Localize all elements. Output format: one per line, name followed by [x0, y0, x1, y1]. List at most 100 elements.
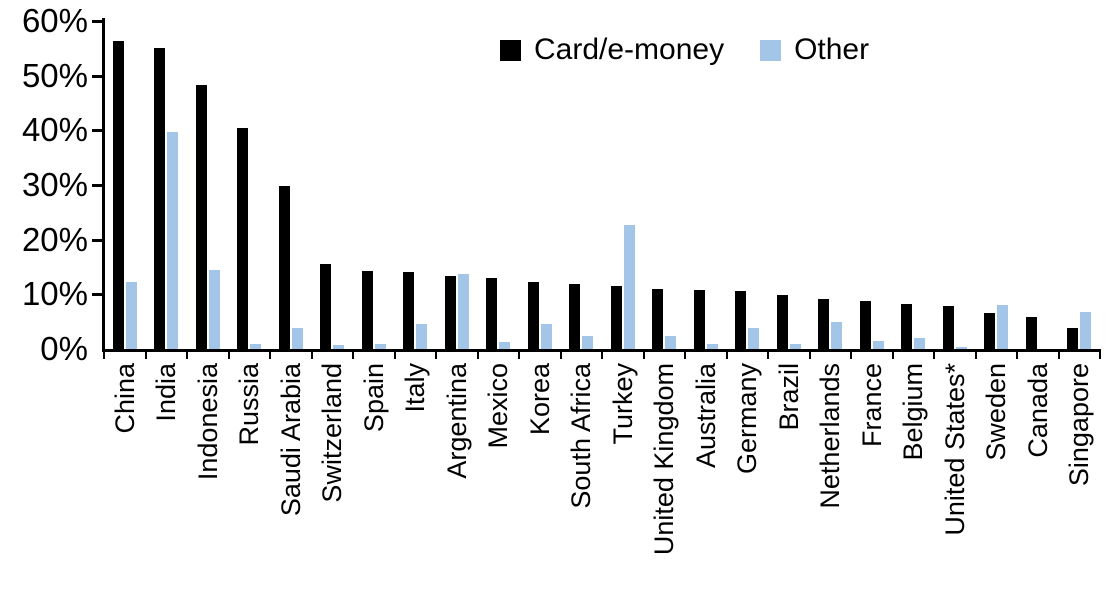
bar-other-india	[167, 132, 178, 349]
bar-card-e-money-south-africa	[569, 284, 580, 349]
x-axis-label-brazil: Brazil	[773, 363, 804, 431]
x-axis-label-argentina: Argentina	[441, 363, 472, 479]
x-axis-label-india: India	[151, 363, 182, 422]
bar-card-e-money-singapore	[1067, 328, 1078, 349]
legend-item-card-e-money: Card/e-money	[500, 33, 724, 67]
bar-card-e-money-united-states	[943, 306, 954, 349]
x-axis-label-singapore: Singapore	[1064, 363, 1095, 487]
x-tick	[725, 349, 728, 359]
x-tick	[767, 349, 769, 359]
x-axis-label-germany: Germany	[732, 363, 763, 475]
x-tick	[642, 349, 645, 359]
x-tick	[186, 349, 188, 359]
x-tick	[559, 349, 562, 359]
bar-other-singapore	[1080, 312, 1091, 349]
legend-swatch-card-e-money-icon	[500, 39, 521, 61]
x-tick	[933, 349, 935, 359]
x-tick	[974, 349, 977, 359]
y-axis-tick-label: 0%	[40, 330, 88, 367]
bar-card-e-money-switzerland	[320, 264, 331, 349]
bar-other-argentina	[458, 274, 469, 349]
x-axis-label-united-states: United States*	[939, 363, 970, 536]
x-tick	[684, 349, 686, 359]
x-axis-label-netherlands: Netherlands	[815, 363, 846, 509]
bar-card-e-money-netherlands	[818, 299, 829, 349]
y-axis-tick-label: 60%	[21, 2, 88, 39]
bar-other-korea	[541, 324, 552, 349]
x-tick	[1016, 349, 1018, 359]
bar-other-united-kingdom	[665, 336, 676, 349]
bar-card-e-money-turkey	[611, 286, 622, 349]
legend-item-other: Other	[760, 33, 869, 67]
x-tick	[518, 349, 520, 359]
bar-card-e-money-argentina	[445, 276, 456, 349]
x-axis-label-turkey: Turkey	[607, 363, 638, 445]
bar-other-australia	[707, 344, 718, 349]
bar-other-spain	[375, 344, 386, 349]
y-tick	[92, 184, 102, 187]
y-tick	[92, 293, 102, 297]
x-axis-label-sweden: Sweden	[981, 363, 1012, 461]
bar-other-germany	[748, 328, 759, 349]
y-tick	[92, 129, 102, 133]
x-tick	[891, 349, 894, 359]
bar-other-switzerland	[333, 345, 344, 349]
y-tick	[92, 20, 102, 23]
x-tick	[808, 349, 811, 359]
bar-card-e-money-brazil	[777, 295, 788, 349]
y-axis-tick-label: 50%	[21, 56, 88, 94]
y-axis-tick-label: 40%	[21, 111, 88, 149]
bar-card-e-money-sweden	[984, 313, 995, 349]
x-axis-label-russia: Russia	[234, 363, 265, 446]
x-tick	[435, 349, 437, 359]
legend: Card/e-money Other	[500, 33, 869, 67]
y-tick	[92, 238, 102, 242]
x-axis-label-china: China	[109, 363, 140, 434]
bar-card-e-money-australia	[694, 290, 705, 349]
legend-label-card-e-money: Card/e-money	[534, 33, 725, 66]
bar-other-france	[873, 341, 884, 349]
bar-other-indonesia	[209, 270, 220, 349]
x-axis-label-canada: Canada	[1022, 363, 1053, 458]
bar-other-sweden	[997, 305, 1008, 349]
bar-card-e-money-russia	[237, 128, 248, 349]
x-axis-label-spain: Spain	[358, 363, 389, 433]
bar-other-russia	[250, 344, 261, 349]
x-tick	[144, 349, 147, 359]
x-axis-label-australia: Australia	[690, 363, 721, 469]
x-tick	[1057, 349, 1060, 359]
bar-other-belgium	[914, 338, 925, 349]
bar-card-e-money-china	[113, 41, 124, 349]
bar-other-italy	[416, 324, 427, 349]
y-tick	[92, 74, 102, 78]
bar-card-e-money-india	[154, 48, 165, 349]
x-tick	[1099, 349, 1101, 359]
x-tick	[269, 349, 271, 359]
x-axis-label-italy: Italy	[400, 363, 431, 413]
x-tick	[227, 349, 230, 359]
y-axis-line	[102, 18, 105, 352]
x-tick	[850, 349, 852, 359]
bar-card-e-money-indonesia	[196, 85, 207, 349]
bar-card-e-money-france	[860, 301, 871, 349]
bar-card-e-money-saudi-arabia	[279, 186, 290, 349]
y-axis-tick-label: 30%	[21, 166, 88, 203]
bar-card-e-money-mexico	[486, 278, 497, 349]
legend-swatch-other-icon	[760, 39, 782, 61]
x-tick	[601, 349, 603, 359]
x-tick	[103, 349, 105, 359]
y-axis-tick-label: 20%	[21, 220, 88, 258]
x-tick	[393, 349, 396, 359]
bar-other-united-states	[956, 347, 967, 349]
bar-card-e-money-italy	[403, 272, 414, 349]
bar-card-e-money-canada	[1026, 317, 1037, 349]
legend-label-other: Other	[794, 33, 870, 66]
x-axis-label-united-kingdom: United Kingdom	[649, 363, 680, 556]
x-tick	[310, 349, 313, 359]
bar-other-brazil	[790, 344, 801, 349]
bar-card-e-money-belgium	[901, 304, 912, 349]
x-axis-label-france: France	[856, 363, 887, 448]
x-axis-label-mexico: Mexico	[483, 363, 514, 449]
bar-card-e-money-korea	[528, 282, 539, 349]
